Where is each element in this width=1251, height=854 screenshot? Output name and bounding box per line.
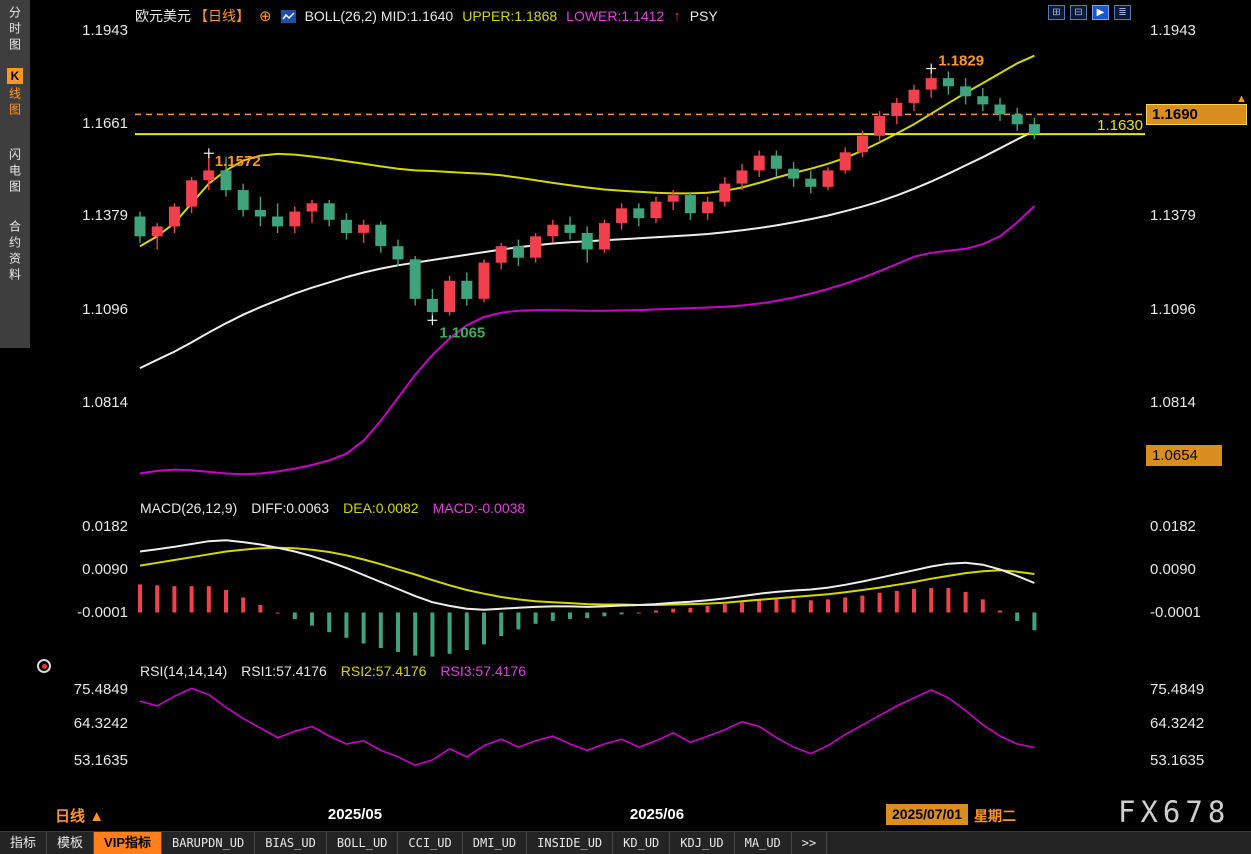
- period-label: 日线: [55, 808, 86, 825]
- macd-axis-label: -0.0001: [77, 604, 128, 621]
- rsi-axis-label: 75.4849: [1150, 681, 1205, 698]
- chart-type-sidebar: 分时图 K 线图 闪电图 合约资料: [0, 0, 30, 348]
- macd-dea-readout: DEA:0.0082: [343, 500, 419, 516]
- window-layout-toolbar: ⊞ ⊟ ▶ ≣: [1048, 5, 1131, 20]
- price-axis-label: 1.1096: [82, 301, 128, 318]
- indicator-target-icon[interactable]: [37, 659, 51, 673]
- watermark-logo: FX678: [1118, 795, 1231, 829]
- sidebar-item-contract-info[interactable]: 合约资料: [0, 220, 30, 284]
- weekday-label: 星期二: [974, 808, 1016, 824]
- macd-axis-label: 0.0182: [82, 518, 128, 535]
- time-axis-label: 2025/05: [327, 806, 383, 823]
- footer-tab-ma[interactable]: MA_UD: [735, 832, 792, 854]
- price-axis-label: 1.1943: [82, 22, 128, 39]
- sidebar-item-label: 闪电图: [7, 148, 22, 196]
- layout-play-icon[interactable]: ▶: [1092, 5, 1109, 20]
- add-indicator-icon[interactable]: ⊕: [259, 8, 272, 25]
- level-line-label: 1.1630: [1097, 117, 1143, 134]
- macd-axis-label: -0.0001: [1150, 604, 1201, 621]
- rsi-axis-label: 64.3242: [1150, 715, 1205, 732]
- footer-tab-kd[interactable]: KD_UD: [613, 832, 671, 854]
- chart-icon[interactable]: [280, 9, 296, 23]
- sidebar-item-lightning[interactable]: 闪电图: [0, 148, 30, 196]
- price-axis-label: 1.1096: [1150, 301, 1196, 318]
- rsi3-readout: RSI3:57.4176: [440, 663, 527, 679]
- boll-lower-readout: LOWER:1.1412: [566, 8, 665, 24]
- sidebar-item-kline[interactable]: K 线图: [0, 68, 30, 119]
- footer-tab-boll[interactable]: BOLL_UD: [327, 832, 399, 854]
- boll-upper-readout: UPPER:1.1868: [462, 8, 558, 24]
- k-badge: K: [7, 68, 23, 84]
- up-arrow-icon: ↑: [673, 7, 681, 25]
- time-axis-label: 2025/06: [629, 806, 685, 823]
- footer-tab-bias[interactable]: BIAS_UD: [255, 832, 327, 854]
- footer-tab-indicators[interactable]: 指标: [0, 832, 48, 854]
- rsi-axis-label: 75.4849: [73, 681, 128, 698]
- footer-tab-cci[interactable]: CCI_UD: [398, 832, 463, 854]
- footer-tab-more[interactable]: >>: [792, 832, 828, 854]
- macd-axis-label: 0.0182: [1150, 518, 1196, 535]
- layout-split-icon[interactable]: ⊟: [1070, 5, 1087, 20]
- svg-text:1.1065: 1.1065: [439, 324, 485, 341]
- price-axis-label: 1.1379: [1150, 207, 1196, 224]
- rsi-axis-label: 64.3242: [73, 715, 128, 732]
- period-tag: 【日线】: [194, 8, 250, 24]
- footer-tab-vip[interactable]: VIP指标: [94, 832, 162, 854]
- current-price-box: 1.1690: [1146, 104, 1247, 125]
- chevron-up-icon: ▲: [89, 808, 105, 825]
- svg-text:1.1829: 1.1829: [938, 53, 984, 70]
- rsi2-readout: RSI2:57.4176: [340, 663, 427, 679]
- rsi-axis-label: 53.1635: [1150, 752, 1205, 769]
- footer-tab-inside[interactable]: INSIDE_UD: [527, 832, 614, 854]
- sidebar-item-label: 线图: [7, 87, 22, 119]
- svg-text:1.1572: 1.1572: [215, 153, 261, 170]
- macd-header: MACD(26,12,9) DIFF:0.0063 DEA:0.0082 MAC…: [140, 500, 525, 516]
- low-price-box: 1.0654: [1146, 445, 1222, 466]
- macd-axis-label: 0.0090: [82, 561, 128, 578]
- symbol-name: 欧元美元: [135, 8, 191, 24]
- macd-diff-readout: DIFF:0.0063: [251, 500, 330, 516]
- current-date-box: 2025/07/01: [886, 804, 968, 825]
- sidebar-item-timeshare[interactable]: 分时图: [0, 6, 30, 54]
- rsi-axis-label: 53.1635: [73, 752, 128, 769]
- price-axis-label: 1.0814: [82, 394, 128, 411]
- footer-tab-dmi[interactable]: DMI_UD: [463, 832, 528, 854]
- price-axis-label: 1.1661: [82, 115, 128, 132]
- rsi-title: RSI(14,14,14): [140, 663, 228, 679]
- boll-readout: BOLL(26,2) MID:1.1640: [304, 8, 454, 24]
- price-axis-label: 1.0814: [1150, 394, 1196, 411]
- rsi-header: RSI(14,14,14) RSI1:57.4176 RSI2:57.4176 …: [140, 663, 526, 679]
- price-marker-icon: ▲: [1236, 93, 1247, 105]
- indicator-tab-bar: 指标 模板 VIP指标 BARUPDN_UD BIAS_UD BOLL_UD C…: [0, 831, 1251, 854]
- price-axis-label: 1.1943: [1150, 22, 1196, 39]
- chart-header: 欧元美元 【日线】 ⊕ BOLL(26,2) MID:1.1640 UPPER:…: [135, 6, 718, 26]
- footer-tab-barupdn[interactable]: BARUPDN_UD: [162, 832, 256, 854]
- layout-grid-icon[interactable]: ⊞: [1048, 5, 1065, 20]
- macd-axis-label: 0.0090: [1150, 561, 1196, 578]
- footer-tab-kdj[interactable]: KDJ_UD: [670, 832, 735, 854]
- sidebar-item-label: 合约资料: [7, 220, 22, 284]
- sidebar-item-label: 分时图: [7, 6, 22, 54]
- period-selector[interactable]: 日线 ▲: [55, 805, 104, 826]
- rsi1-readout: RSI1:57.4176: [241, 663, 327, 679]
- macd-title: MACD(26,12,9): [140, 500, 238, 516]
- macd-value-readout: MACD:-0.0038: [432, 500, 526, 516]
- layout-rows-icon[interactable]: ≣: [1114, 5, 1131, 20]
- footer-tab-templates[interactable]: 模板: [47, 832, 95, 854]
- psy-label: PSY: [689, 8, 718, 24]
- price-axis-label: 1.1379: [82, 207, 128, 224]
